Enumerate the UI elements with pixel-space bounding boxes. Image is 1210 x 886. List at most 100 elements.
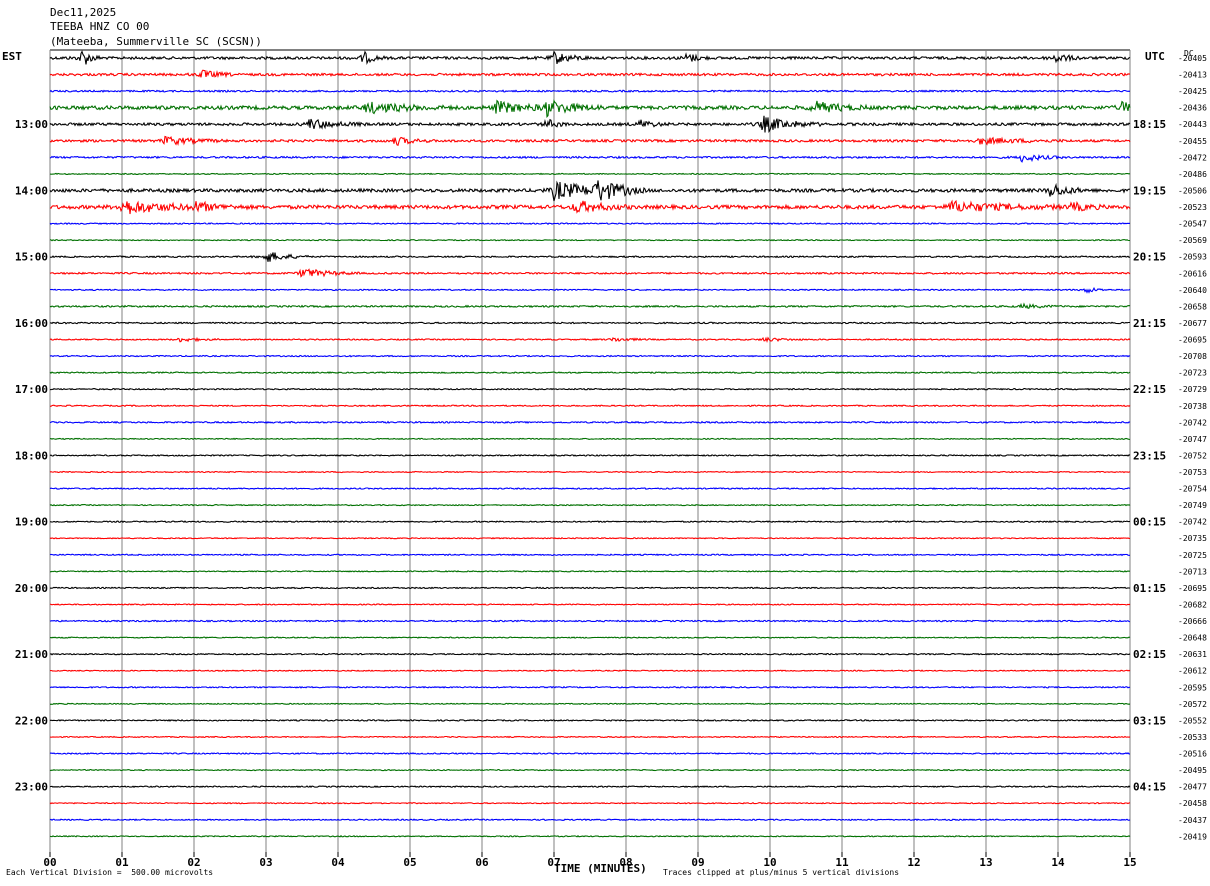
trace-line — [50, 252, 1131, 262]
trace-line — [49, 371, 1131, 375]
right-hour-label: 02:15 — [1133, 648, 1166, 661]
left-hour-label: 17:00 — [15, 383, 48, 396]
trace-line — [49, 50, 1131, 65]
dc-offset-label: -20631 — [1178, 650, 1207, 659]
dc-offset-label: -20695 — [1178, 584, 1207, 593]
dc-offset-label: -20437 — [1178, 816, 1207, 825]
x-tick-label: 12 — [907, 856, 920, 869]
trace-line — [49, 718, 1131, 722]
dc-offset-label: -20612 — [1178, 667, 1207, 676]
dc-offset-label: -20486 — [1178, 170, 1207, 179]
dc-offset-label: -20547 — [1178, 220, 1207, 229]
x-tick-label: 09 — [691, 856, 704, 869]
left-hour-label: 15:00 — [15, 251, 48, 264]
dc-offset-label: -20666 — [1178, 617, 1207, 626]
trace-line — [49, 503, 1131, 507]
right-hour-label: 01:15 — [1133, 582, 1166, 595]
left-hour-label: 22:00 — [15, 714, 48, 727]
x-tick-label: 02 — [187, 856, 200, 869]
x-tick-label: 04 — [331, 856, 345, 869]
right-hour-label: 23:15 — [1133, 449, 1166, 462]
x-tick-label: 03 — [259, 856, 272, 869]
x-tick-label: 06 — [475, 856, 489, 869]
dc-offset-label: -20552 — [1178, 716, 1207, 725]
trace-line — [49, 652, 1131, 656]
dc-offset-label: -20742 — [1178, 418, 1207, 427]
trace-line — [49, 454, 1131, 457]
trace-line — [49, 115, 1131, 133]
left-hour-label: 14:00 — [15, 184, 48, 197]
trace-line — [49, 785, 1131, 789]
x-tick-label: 11 — [835, 856, 849, 869]
dc-offset-label: -20695 — [1178, 336, 1207, 345]
dc-offset-label: -20713 — [1178, 567, 1207, 576]
vertical-division-note: Each Vertical Division = 500.00 microvol… — [6, 868, 214, 877]
right-hour-label: 00:15 — [1133, 516, 1166, 529]
trace-line — [49, 669, 1131, 672]
dc-offset-label: -20658 — [1178, 302, 1207, 311]
trace-line — [49, 222, 1131, 225]
trace-line — [49, 89, 1131, 93]
dc-offset-label: -20593 — [1178, 253, 1207, 262]
trace-line — [49, 180, 1130, 202]
dc-offset-label: -20595 — [1178, 683, 1207, 692]
trace-line — [49, 172, 1131, 176]
dc-offset-label: -20436 — [1178, 104, 1207, 113]
left-hour-label: 19:00 — [15, 516, 48, 529]
x-tick-label: 14 — [1051, 856, 1065, 869]
dc-offset-label: -20458 — [1178, 799, 1207, 808]
dc-offset-label: -20405 — [1178, 54, 1207, 63]
dc-offset-label: -20413 — [1178, 71, 1207, 80]
x-tick-label: 05 — [403, 856, 416, 869]
trace-line — [49, 685, 1131, 689]
trace-line — [49, 570, 1130, 573]
dc-offset-label: -20472 — [1178, 153, 1207, 162]
trace-line — [49, 636, 1131, 639]
trace-line — [49, 603, 1131, 606]
dc-offset-label: -20533 — [1178, 733, 1207, 742]
trace-line — [49, 354, 1131, 358]
left-hour-label: 18:00 — [15, 449, 48, 462]
trace-line — [49, 302, 1131, 309]
dc-offset-label: -20443 — [1178, 120, 1207, 129]
trace-line — [49, 437, 1131, 441]
dc-offset-label: -20677 — [1178, 319, 1207, 328]
trace-line — [49, 470, 1131, 474]
right-hour-label: 21:15 — [1133, 317, 1166, 330]
trace-line — [49, 735, 1131, 739]
trace-line — [49, 387, 1131, 391]
dc-offset-label: -20754 — [1178, 485, 1207, 494]
dc-offset-label: -20640 — [1178, 286, 1207, 295]
trace-line — [49, 199, 1131, 215]
left-hour-label: 20:00 — [15, 582, 48, 595]
x-tick-label: 08 — [619, 856, 632, 869]
left-hour-label: 21:00 — [15, 648, 48, 661]
right-hour-label: 19:15 — [1133, 184, 1166, 197]
trace-line — [49, 135, 1131, 147]
trace-line — [49, 536, 1130, 540]
dc-offset-label: -20569 — [1178, 236, 1207, 245]
trace-line — [49, 69, 1131, 79]
dc-offset-label: -20753 — [1178, 468, 1207, 477]
dc-offset-label: -20735 — [1178, 534, 1207, 543]
left-timezone-label: EST — [2, 50, 22, 63]
dc-offset-label: -20572 — [1178, 700, 1207, 709]
dc-offset-label: -20725 — [1178, 551, 1207, 560]
x-tick-label: 00 — [43, 856, 56, 869]
trace-line — [49, 336, 1131, 344]
dc-offset-label: -20455 — [1178, 137, 1207, 146]
dc-offset-label: -20723 — [1178, 369, 1207, 378]
left-hour-label: 16:00 — [15, 317, 48, 330]
trace-line — [49, 702, 1131, 706]
right-hour-label: 18:15 — [1133, 118, 1166, 131]
x-axis-label: TIME (MINUTES) — [554, 862, 647, 875]
dc-label: DC — [1184, 49, 1194, 58]
dc-offset-label: -20752 — [1178, 451, 1207, 460]
dc-offset-label: -20738 — [1178, 402, 1207, 411]
trace-line — [49, 818, 1131, 822]
left-hour-label: 13:00 — [15, 118, 48, 131]
dc-offset-label: -20747 — [1178, 435, 1207, 444]
left-hour-label: 23:00 — [15, 781, 48, 794]
trace-line — [49, 768, 1131, 772]
